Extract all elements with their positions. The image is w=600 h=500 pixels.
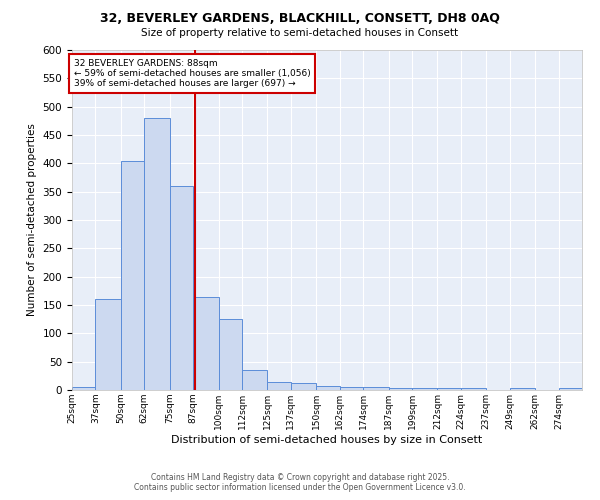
Text: Size of property relative to semi-detached houses in Consett: Size of property relative to semi-detach… [142, 28, 458, 38]
X-axis label: Distribution of semi-detached houses by size in Consett: Distribution of semi-detached houses by … [172, 434, 482, 444]
Bar [170, 186, 193, 390]
Bar [72, 387, 95, 390]
Bar [437, 388, 461, 390]
Bar [363, 387, 389, 390]
Bar [510, 388, 535, 390]
Bar [291, 383, 316, 390]
Text: 32, BEVERLEY GARDENS, BLACKHILL, CONSETT, DH8 0AQ: 32, BEVERLEY GARDENS, BLACKHILL, CONSETT… [100, 12, 500, 26]
Bar [144, 118, 170, 390]
Bar [559, 388, 582, 390]
Bar [218, 319, 242, 390]
Y-axis label: Number of semi-detached properties: Number of semi-detached properties [27, 124, 37, 316]
Bar [461, 388, 486, 390]
Bar [95, 300, 121, 390]
Bar [389, 388, 412, 390]
Bar [268, 382, 291, 390]
Bar [242, 370, 268, 390]
Bar [412, 388, 437, 390]
Text: Contains HM Land Registry data © Crown copyright and database right 2025.
Contai: Contains HM Land Registry data © Crown c… [134, 473, 466, 492]
Bar [193, 296, 218, 390]
Text: 32 BEVERLEY GARDENS: 88sqm
← 59% of semi-detached houses are smaller (1,056)
39%: 32 BEVERLEY GARDENS: 88sqm ← 59% of semi… [74, 58, 311, 88]
Bar [121, 160, 144, 390]
Bar [340, 386, 363, 390]
Bar [316, 386, 340, 390]
